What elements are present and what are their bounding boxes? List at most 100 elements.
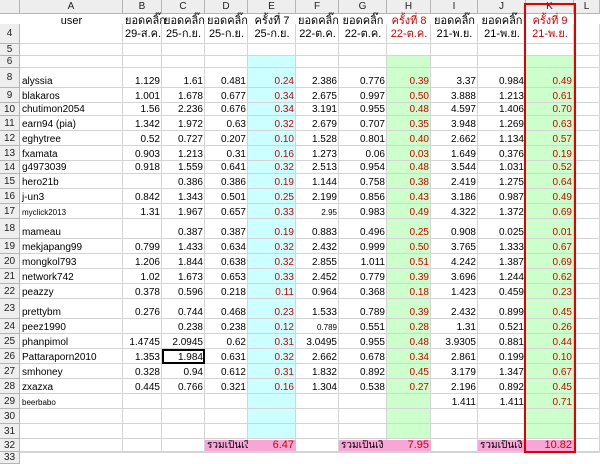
grid-cell[interactable] bbox=[20, 452, 123, 453]
grid-cell[interactable] bbox=[526, 189, 574, 204]
grid-cell[interactable] bbox=[387, 379, 431, 394]
value-cell[interactable]: 0.10 bbox=[274, 134, 294, 145]
select-all-corner[interactable] bbox=[0, 0, 20, 14]
grid-cell[interactable] bbox=[205, 409, 248, 424]
value-cell[interactable]: 0.03 bbox=[409, 149, 429, 160]
grid-cell[interactable] bbox=[248, 219, 296, 239]
grid-cell[interactable] bbox=[205, 116, 248, 131]
grid-cell[interactable] bbox=[387, 299, 431, 319]
row-header-8[interactable]: 8 bbox=[0, 68, 20, 88]
grid-cell[interactable] bbox=[574, 254, 600, 269]
grid-cell[interactable] bbox=[526, 56, 574, 68]
grid-cell[interactable] bbox=[123, 269, 162, 284]
grid-cell[interactable] bbox=[20, 68, 123, 88]
grid-cell[interactable] bbox=[296, 409, 339, 424]
value-cell[interactable]: 0.63 bbox=[552, 119, 572, 130]
value-cell[interactable]: 3.544 bbox=[450, 162, 476, 173]
value-cell[interactable]: 0.387 bbox=[220, 227, 246, 238]
grid-cell[interactable] bbox=[339, 394, 387, 409]
value-cell[interactable]: 0.45 bbox=[552, 307, 572, 318]
grid-cell[interactable] bbox=[123, 56, 162, 68]
grid-cell[interactable] bbox=[248, 103, 296, 116]
grid-cell[interactable] bbox=[339, 349, 387, 364]
grid-cell[interactable] bbox=[387, 146, 431, 161]
value-cell[interactable]: 0.48 bbox=[409, 104, 429, 115]
user-name-cell[interactable]: fxamata bbox=[22, 149, 58, 160]
grid-cell[interactable] bbox=[205, 68, 248, 88]
value-cell[interactable]: 0.25 bbox=[409, 227, 429, 238]
value-cell[interactable]: 0.881 bbox=[498, 337, 524, 348]
grid-cell[interactable] bbox=[526, 364, 574, 379]
value-cell[interactable]: 3.179 bbox=[450, 367, 476, 378]
column-header-c[interactable]: C bbox=[162, 0, 205, 14]
grid-cell[interactable] bbox=[296, 254, 339, 269]
grid-cell[interactable] bbox=[123, 174, 162, 189]
value-cell[interactable]: 2.662 bbox=[450, 134, 476, 145]
value-cell[interactable]: 0.45 bbox=[409, 367, 429, 378]
grid-cell[interactable] bbox=[248, 146, 296, 161]
grid-cell[interactable] bbox=[387, 219, 431, 239]
value-cell[interactable]: 1.4745 bbox=[129, 337, 160, 348]
grid-cell[interactable] bbox=[296, 239, 339, 254]
value-cell[interactable]: 0.776 bbox=[359, 76, 385, 87]
value-cell[interactable]: 3.888 bbox=[450, 91, 476, 102]
value-cell[interactable]: 1.832 bbox=[311, 367, 337, 378]
value-cell[interactable]: 0.501 bbox=[220, 192, 246, 203]
value-cell[interactable]: 2.679 bbox=[311, 119, 337, 130]
grid-cell[interactable] bbox=[20, 146, 123, 161]
grid-cell[interactable] bbox=[162, 439, 205, 452]
value-cell[interactable]: 0.984 bbox=[498, 76, 524, 87]
grid-cell[interactable] bbox=[162, 146, 205, 161]
grid-cell[interactable] bbox=[20, 56, 123, 68]
row-header-19[interactable]: 19 bbox=[0, 239, 20, 254]
grid-cell[interactable] bbox=[205, 284, 248, 299]
value-cell[interactable]: 2.419 bbox=[450, 177, 476, 188]
grid-cell[interactable] bbox=[20, 44, 123, 56]
value-cell[interactable]: 0.70 bbox=[552, 104, 572, 115]
grid-cell[interactable] bbox=[20, 424, 123, 439]
column-header-i[interactable]: I bbox=[431, 0, 478, 14]
value-cell[interactable]: 0.32 bbox=[274, 119, 294, 130]
value-cell[interactable]: 0.48 bbox=[409, 162, 429, 173]
user-name-cell[interactable]: hero21b bbox=[22, 177, 59, 188]
grid-cell[interactable] bbox=[20, 116, 123, 131]
user-name-cell[interactable]: eghytree bbox=[22, 134, 61, 145]
value-cell[interactable]: 0.997 bbox=[359, 91, 385, 102]
grid-cell[interactable] bbox=[296, 116, 339, 131]
value-cell[interactable]: 0.218 bbox=[220, 287, 246, 298]
value-cell[interactable]: 1.649 bbox=[450, 149, 476, 160]
grid-cell[interactable] bbox=[205, 189, 248, 204]
value-cell[interactable]: 1.333 bbox=[498, 242, 524, 253]
grid-cell[interactable] bbox=[574, 424, 600, 439]
grid-cell[interactable] bbox=[478, 452, 526, 453]
grid-cell[interactable] bbox=[574, 409, 600, 424]
value-cell[interactable]: 1.411 bbox=[499, 397, 524, 408]
grid-cell[interactable] bbox=[123, 189, 162, 204]
value-cell[interactable]: 0.34 bbox=[274, 104, 294, 115]
value-cell[interactable]: 1.673 bbox=[177, 272, 203, 283]
value-cell[interactable]: 0.52 bbox=[140, 134, 160, 145]
grid-cell[interactable] bbox=[431, 204, 478, 219]
grid-cell[interactable] bbox=[296, 161, 339, 174]
grid-cell[interactable] bbox=[296, 189, 339, 204]
grid-cell[interactable] bbox=[296, 284, 339, 299]
value-cell[interactable]: 0.677 bbox=[220, 91, 246, 102]
value-cell[interactable]: 0.11 bbox=[275, 287, 294, 298]
grid-cell[interactable] bbox=[526, 239, 574, 254]
grid-cell[interactable] bbox=[248, 88, 296, 103]
value-cell[interactable]: 0.892 bbox=[498, 382, 524, 393]
grid-cell[interactable] bbox=[526, 219, 574, 239]
grid-cell[interactable] bbox=[339, 269, 387, 284]
value-cell[interactable]: 0.12 bbox=[274, 322, 294, 333]
value-cell[interactable]: 2.236 bbox=[177, 104, 203, 115]
value-cell[interactable]: 0.64 bbox=[552, 177, 572, 188]
value-cell[interactable]: 1.31 bbox=[140, 207, 160, 218]
value-cell[interactable]: 0.32 bbox=[274, 257, 294, 268]
grid-cell[interactable] bbox=[123, 452, 162, 453]
grid-cell[interactable] bbox=[123, 239, 162, 254]
value-cell[interactable]: 1.213 bbox=[177, 149, 203, 160]
grid-cell[interactable] bbox=[205, 56, 248, 68]
grid-cell[interactable] bbox=[20, 131, 123, 146]
grid-cell[interactable] bbox=[205, 254, 248, 269]
value-cell[interactable]: 3.37 bbox=[456, 76, 476, 87]
